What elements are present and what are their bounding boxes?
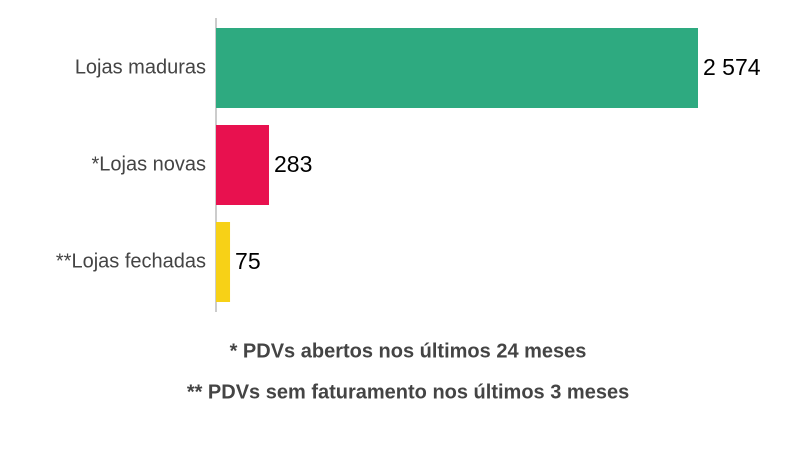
bar bbox=[216, 222, 231, 302]
value-label: 2 574 bbox=[703, 54, 761, 80]
category-label: *Lojas novas bbox=[91, 153, 206, 175]
category-label: Lojas maduras bbox=[75, 56, 206, 78]
footnote: * PDVs abertos nos últimos 24 meses bbox=[230, 340, 587, 362]
value-label: 75 bbox=[235, 248, 261, 274]
footnote: ** PDVs sem faturamento nos últimos 3 me… bbox=[187, 381, 629, 403]
bar bbox=[216, 28, 698, 108]
value-label: 283 bbox=[274, 151, 312, 177]
bar bbox=[216, 125, 269, 205]
category-label: **Lojas fechadas bbox=[56, 250, 206, 272]
